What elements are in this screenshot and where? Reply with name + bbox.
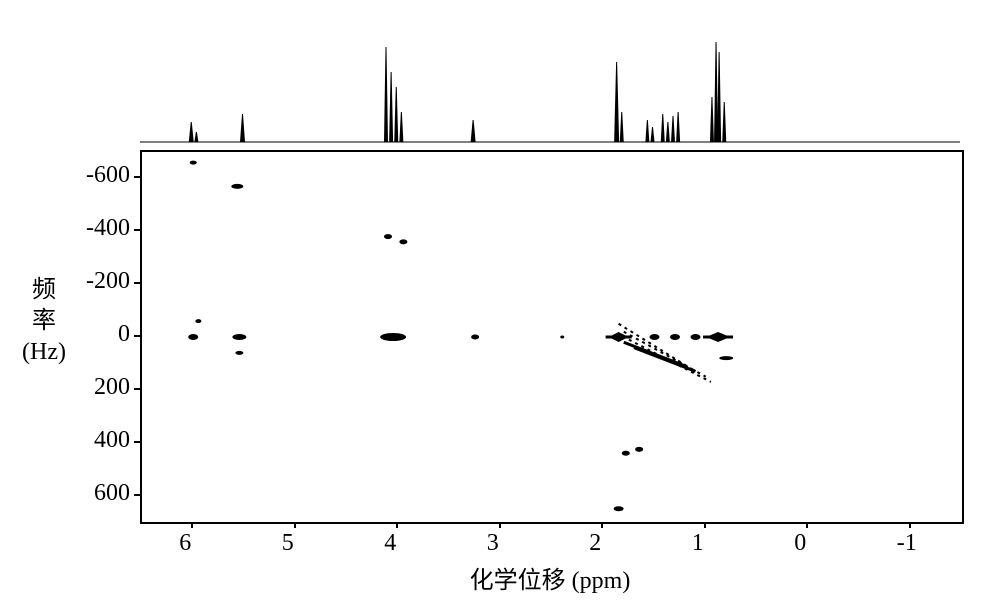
x-tick-mark — [601, 522, 603, 528]
y-tick-mark — [134, 494, 140, 496]
x-tick-label: 5 — [282, 530, 294, 557]
y-tick-label: -400 — [70, 215, 130, 242]
y-tick-label: -600 — [70, 162, 130, 189]
y-tick-mark — [134, 229, 140, 231]
y-tick-label: 0 — [70, 321, 130, 348]
y-tick-label: 600 — [70, 480, 130, 507]
y-tick-mark — [134, 388, 140, 390]
x-tick-label: 4 — [384, 530, 396, 557]
x-axis-label: 化学位移 (ppm) — [140, 560, 960, 595]
x-tick-mark — [909, 522, 911, 528]
x-tick-label: 3 — [487, 530, 499, 557]
spectrum-1d — [140, 30, 960, 150]
x-tick-mark — [191, 522, 193, 528]
x-tick-label: 0 — [794, 530, 806, 557]
plot-2d-box — [140, 150, 964, 524]
y-axis-label-line: (Hz) — [22, 337, 66, 368]
y-tick-label: -200 — [70, 268, 130, 295]
x-tick-label: 6 — [179, 530, 191, 557]
y-tick-mark — [134, 441, 140, 443]
x-tick-label: -1 — [897, 530, 917, 557]
nmr-2d-figure: 频率(Hz) 化学位移 (ppm) 6543210-1 -600-400-200… — [20, 20, 980, 582]
x-tick-label: 1 — [692, 530, 704, 557]
spectrum-svg — [140, 30, 960, 150]
y-tick-label: 200 — [70, 374, 130, 401]
y-axis-label: 频率(Hz) — [22, 275, 66, 369]
y-axis-label-line: 频 — [22, 275, 66, 306]
x-tick-mark — [704, 522, 706, 528]
x-tick-mark — [396, 522, 398, 528]
x-tick-mark — [499, 522, 501, 528]
y-axis-label-line: 率 — [22, 306, 66, 337]
y-tick-mark — [134, 335, 140, 337]
y-tick-label: 400 — [70, 427, 130, 454]
y-tick-mark — [134, 176, 140, 178]
plot-svg — [142, 152, 962, 522]
x-tick-label: 2 — [589, 530, 601, 557]
y-tick-mark — [134, 282, 140, 284]
x-tick-mark — [294, 522, 296, 528]
x-tick-mark — [806, 522, 808, 528]
